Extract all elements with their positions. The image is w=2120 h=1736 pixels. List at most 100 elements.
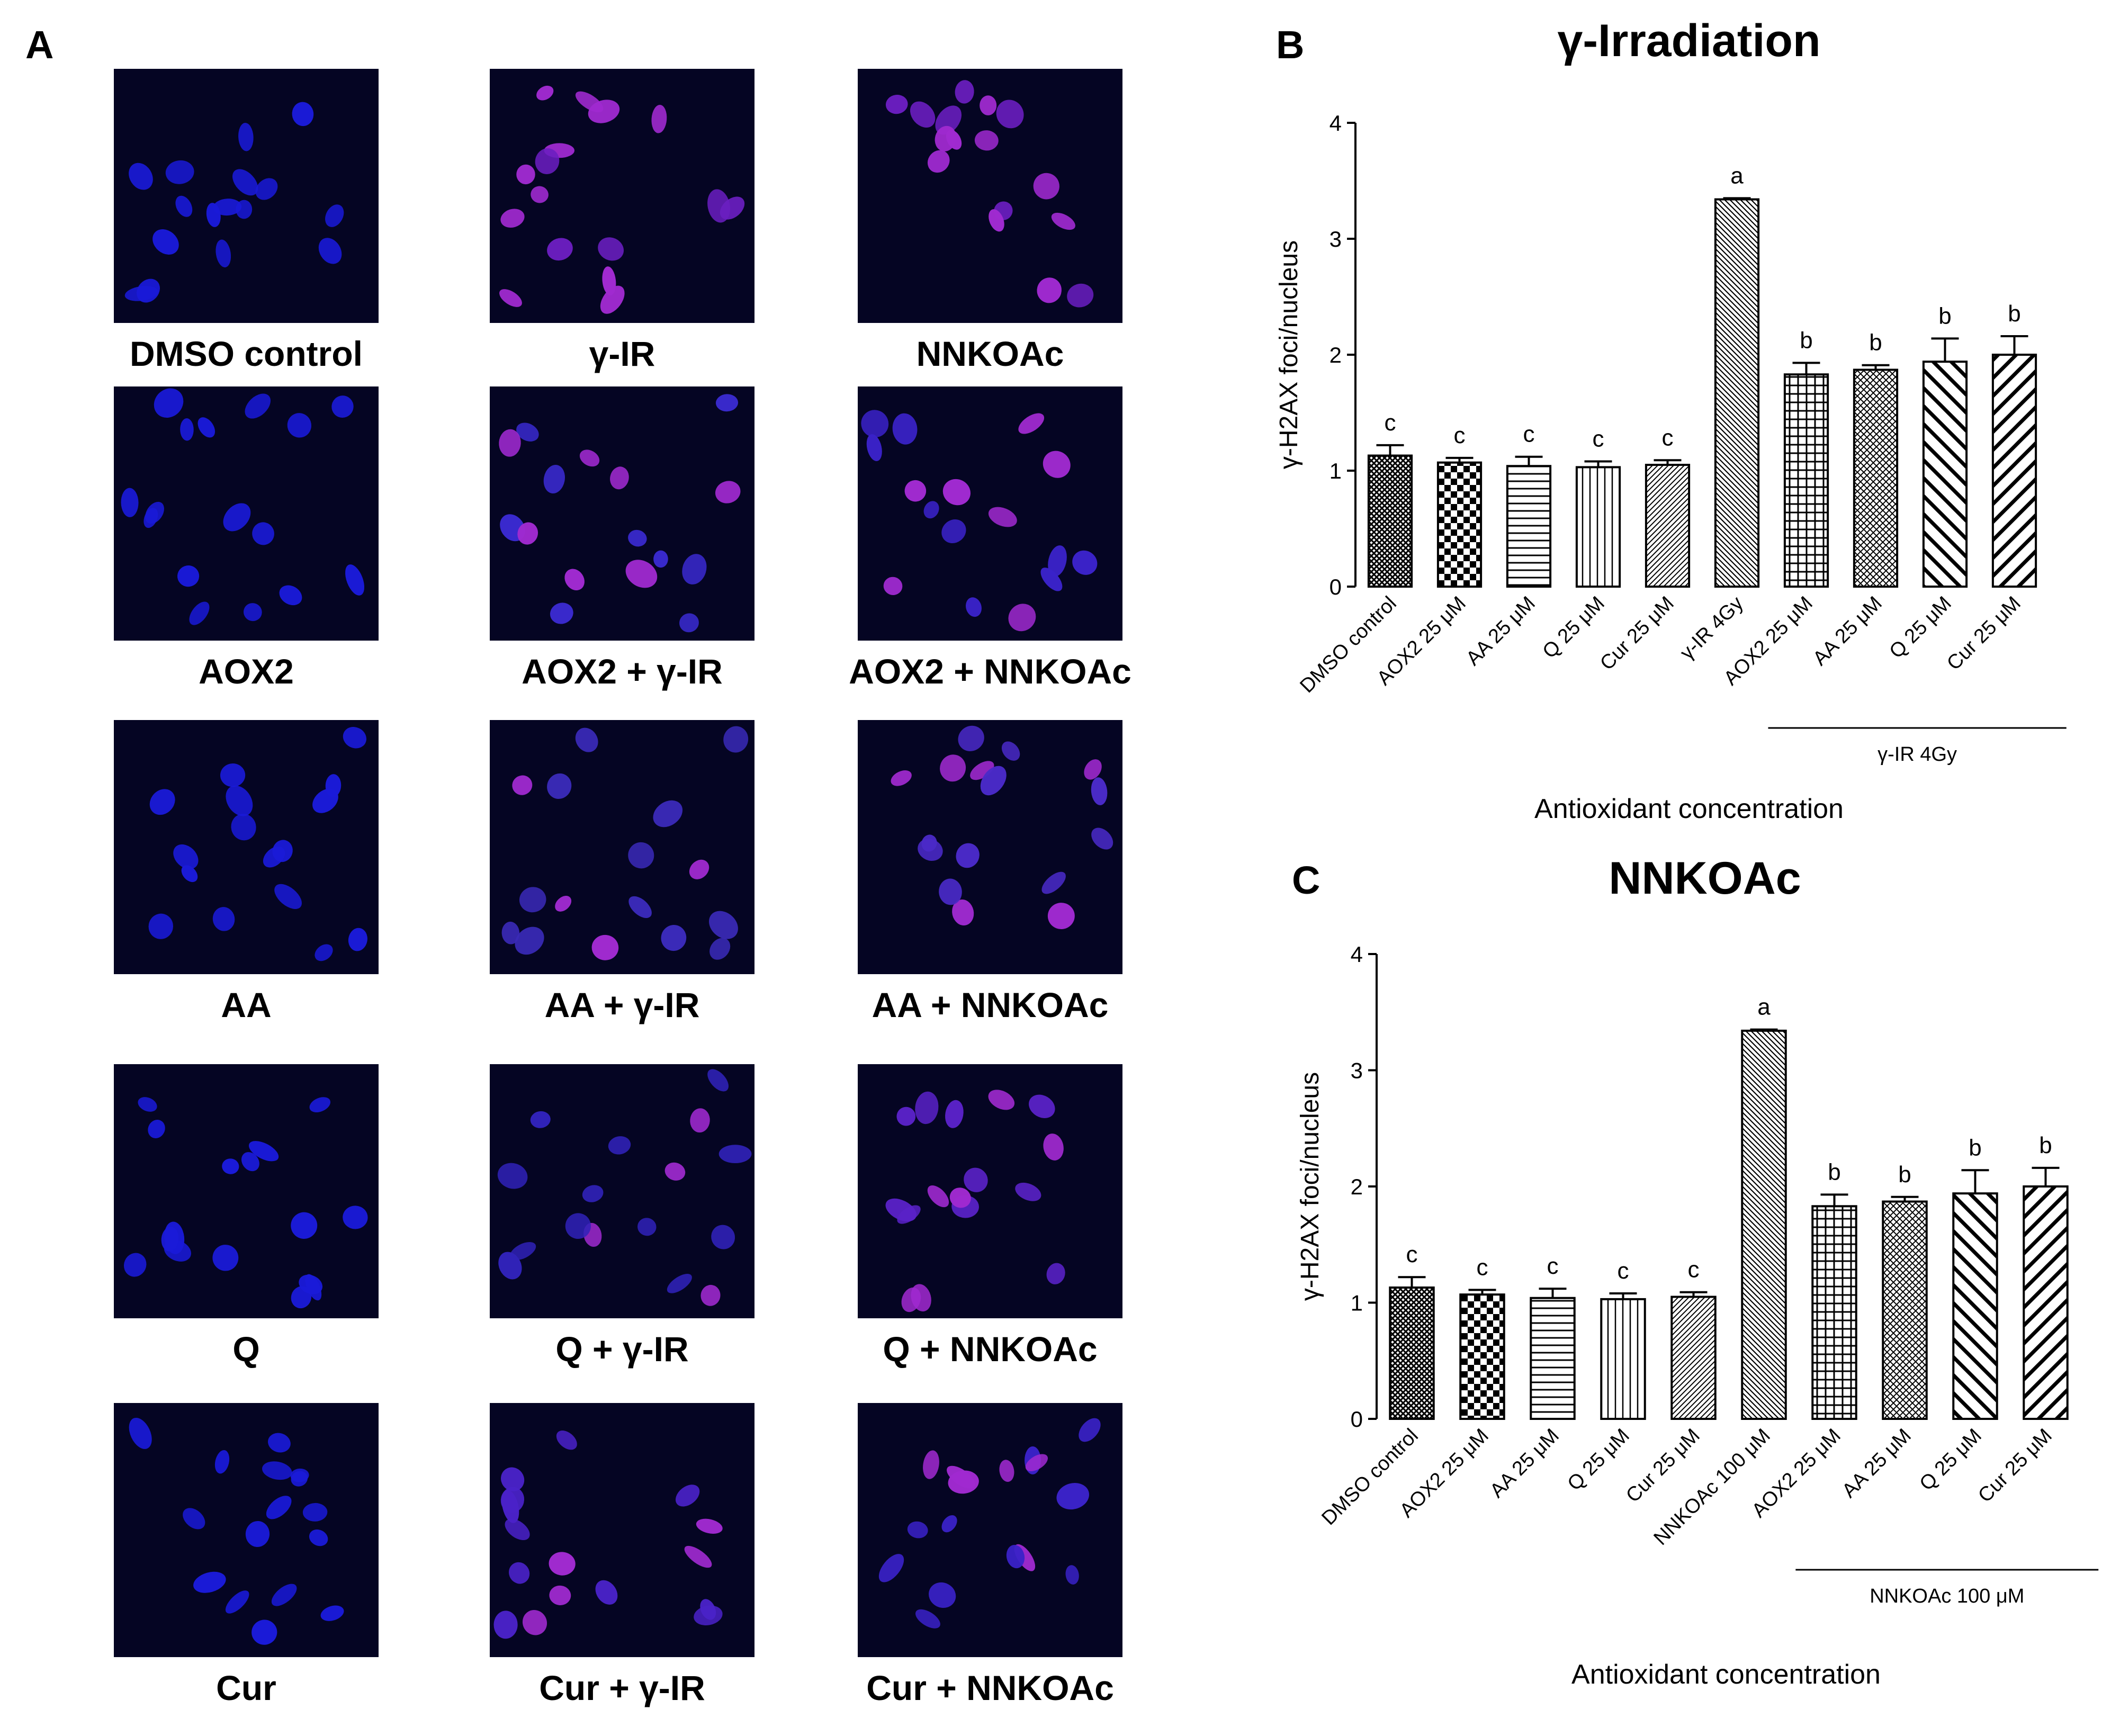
nucleus xyxy=(232,169,258,196)
nucleus xyxy=(510,1242,536,1261)
nucleus xyxy=(709,911,738,939)
bar xyxy=(1670,1296,1717,1420)
bar xyxy=(1853,368,1899,588)
nucleus xyxy=(723,726,749,753)
micrograph-label: Cur + NNKOAc xyxy=(866,1668,1114,1707)
bar xyxy=(1714,198,1760,588)
nucleus xyxy=(245,393,271,419)
micrograph xyxy=(858,1064,1122,1318)
nucleus xyxy=(904,480,927,502)
nucleus xyxy=(999,1460,1014,1482)
micrograph xyxy=(114,386,379,641)
bar xyxy=(1741,1029,1787,1420)
nucleus xyxy=(1048,545,1067,577)
nucleus xyxy=(679,613,699,633)
nucleus xyxy=(255,178,278,200)
nucleus xyxy=(923,1450,939,1479)
nucleus xyxy=(245,1521,270,1548)
nucleus xyxy=(1091,827,1113,850)
nucleus xyxy=(183,1508,205,1530)
nucleus xyxy=(907,1521,928,1539)
nucleus xyxy=(1033,173,1059,200)
chart-c-title: NNKOAc xyxy=(1609,853,1801,904)
bar xyxy=(1436,461,1483,588)
nucleus xyxy=(1040,568,1063,591)
bar xyxy=(1783,373,1829,588)
nucleus xyxy=(625,560,658,588)
nucleus xyxy=(974,130,999,151)
nucleus xyxy=(165,160,194,184)
nucleus xyxy=(279,585,302,606)
nucleus xyxy=(325,204,344,227)
nucleus xyxy=(628,896,652,919)
significance-letter: c xyxy=(1688,1257,1700,1283)
nucleus xyxy=(550,602,573,624)
nucleus xyxy=(154,388,184,418)
nucleus xyxy=(1091,777,1108,805)
nucleus xyxy=(252,522,274,545)
nucleus xyxy=(945,1100,964,1128)
error-bar xyxy=(1468,1289,1496,1295)
category-label: Q 25 μM xyxy=(1564,1425,1634,1495)
category-label: γ-IR 4Gy xyxy=(1676,592,1748,664)
significance-letter: c xyxy=(1477,1254,1488,1280)
nucleus xyxy=(244,603,262,622)
nucleus xyxy=(711,1225,735,1249)
nucleus xyxy=(653,800,683,827)
nucleus xyxy=(1018,413,1045,434)
nucleus xyxy=(287,413,312,438)
nucleus xyxy=(915,1091,939,1125)
micrograph-label: Cur + γ-IR xyxy=(539,1668,705,1707)
nucleus xyxy=(129,163,153,190)
panel-c-letter: C xyxy=(1292,858,1320,902)
nucleus xyxy=(927,1185,949,1208)
nucleus xyxy=(1079,1418,1101,1442)
bar xyxy=(1530,1297,1576,1420)
nucleus xyxy=(121,488,139,517)
nucleus xyxy=(268,1433,291,1453)
micrograph xyxy=(858,720,1122,974)
nucleus xyxy=(189,601,210,625)
significance-letter: c xyxy=(1454,422,1466,448)
nucleus xyxy=(522,1609,547,1635)
bar xyxy=(1882,1200,1928,1420)
y-tick-label: 1 xyxy=(1351,1291,1363,1316)
nucleus xyxy=(177,565,200,587)
nucleus xyxy=(530,1111,551,1128)
nucleus xyxy=(517,522,538,545)
nucleus xyxy=(653,550,668,568)
micrograph-label: NNKOAc xyxy=(916,334,1064,373)
nucleus xyxy=(952,899,974,926)
bar xyxy=(1811,1205,1857,1420)
y-tick-label: 1 xyxy=(1330,458,1342,483)
nucleus xyxy=(955,80,974,104)
micrograph xyxy=(114,1064,379,1318)
nucleus xyxy=(291,1212,318,1239)
error-bar xyxy=(1584,460,1612,467)
nucleus xyxy=(206,203,221,227)
nucleus xyxy=(309,1097,331,1113)
nucleus xyxy=(547,238,573,261)
micrograph-label: AOX2 xyxy=(199,652,294,691)
nucleus xyxy=(861,410,889,438)
nucleus xyxy=(892,413,918,445)
error-bar xyxy=(1515,455,1543,466)
bar xyxy=(1367,454,1413,588)
nucleus xyxy=(682,554,707,584)
y-tick-label: 3 xyxy=(1351,1058,1363,1083)
error-bar xyxy=(1398,1276,1426,1288)
nucleus xyxy=(718,1145,752,1164)
category-label: Cur 25 μM xyxy=(1974,1425,2056,1507)
micrograph xyxy=(490,1403,754,1657)
nucleus xyxy=(989,209,1004,232)
nucleus xyxy=(509,1562,530,1584)
nucleus xyxy=(628,529,647,547)
micrograph xyxy=(858,386,1122,641)
nucleus xyxy=(1056,1483,1090,1510)
nucleus xyxy=(318,238,342,264)
nucleus xyxy=(1051,212,1075,230)
nucleus xyxy=(173,844,199,869)
nucleus xyxy=(940,754,966,782)
error-bar xyxy=(2000,335,2028,355)
